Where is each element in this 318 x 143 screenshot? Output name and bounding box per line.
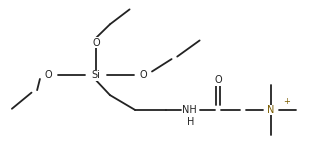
Text: H: H [187,117,194,127]
Text: NH: NH [183,105,197,115]
Text: N: N [267,105,275,115]
Text: +: + [283,97,290,106]
Text: Si: Si [92,70,100,80]
Text: O: O [45,70,52,80]
Text: O: O [92,38,100,48]
Text: O: O [214,75,222,85]
Text: O: O [140,70,148,80]
